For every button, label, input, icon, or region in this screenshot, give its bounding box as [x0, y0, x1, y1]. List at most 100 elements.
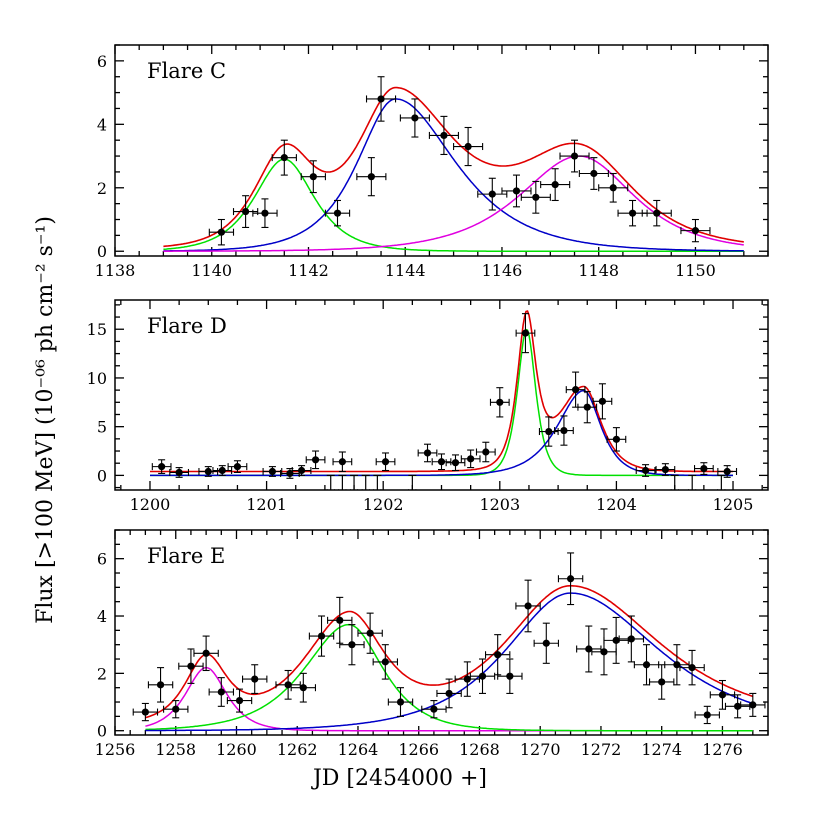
data-point: [592, 383, 613, 420]
y-axis-title: Flux [>100 MeV] (10⁻⁰⁶ ph cm⁻² s⁻¹): [33, 216, 58, 624]
data-marker: [542, 639, 550, 647]
data-point: [308, 615, 335, 657]
data-marker: [445, 689, 453, 698]
data-marker: [628, 209, 637, 217]
data-marker: [309, 173, 317, 181]
data-marker: [396, 698, 405, 706]
data-point: [489, 387, 510, 418]
total-fit-curve: [163, 86, 744, 248]
data-marker: [423, 449, 432, 457]
panel-label: Flare D: [147, 314, 227, 338]
data-marker: [235, 696, 244, 705]
data-marker: [653, 209, 661, 217]
data-point: [606, 427, 627, 452]
data-marker: [488, 190, 496, 198]
data-point: [501, 174, 532, 208]
data-point: [436, 678, 462, 709]
data-marker: [583, 403, 591, 411]
data-point: [198, 466, 219, 477]
data-marker: [366, 629, 374, 637]
data-point: [431, 453, 452, 471]
data-marker: [612, 435, 621, 443]
data-point: [151, 459, 172, 474]
data-marker: [430, 705, 438, 713]
data-point: [421, 700, 447, 719]
data-point: [641, 199, 672, 227]
plot-area: [150, 310, 738, 490]
data-point: [709, 679, 736, 710]
data-marker: [187, 662, 195, 670]
data-point: [694, 705, 720, 725]
data-point: [717, 465, 738, 478]
data-point: [375, 452, 396, 472]
data-point: [565, 371, 586, 408]
x-tick-label: 1262: [277, 740, 318, 759]
data-point: [740, 692, 766, 717]
data-point: [520, 180, 551, 214]
data-marker: [233, 463, 242, 471]
plot-area: [132, 552, 766, 732]
data-point: [559, 139, 590, 173]
data-point: [598, 172, 629, 203]
data-marker: [381, 458, 390, 466]
data-marker: [734, 702, 742, 710]
data-marker: [524, 602, 532, 610]
data-point: [664, 644, 690, 686]
data-marker: [560, 426, 568, 435]
data-marker: [217, 688, 225, 696]
data-marker: [521, 329, 530, 337]
x-tick-label: 1148: [578, 261, 619, 280]
data-point: [724, 694, 751, 719]
data-point: [679, 649, 705, 686]
component-fit-curve-1: [163, 158, 744, 252]
data-point: [339, 624, 365, 666]
x-tick-label: 1260: [216, 740, 257, 759]
data-marker: [251, 675, 259, 683]
data-point: [252, 198, 278, 228]
data-point: [242, 664, 268, 694]
data-point: [633, 644, 660, 686]
data-marker: [532, 193, 540, 201]
data-marker: [688, 664, 696, 672]
data-marker: [261, 209, 269, 217]
x-tick-label: 1202: [363, 495, 404, 514]
y-tick-label: 2: [97, 179, 107, 198]
data-point: [693, 462, 714, 475]
data-point: [232, 195, 259, 228]
data-marker: [336, 616, 344, 624]
data-marker: [570, 152, 579, 160]
data-marker: [217, 228, 226, 236]
data-point: [399, 98, 430, 138]
x-tick-label: 1266: [398, 740, 439, 759]
data-point: [497, 658, 523, 694]
upper-limit-arrow: [326, 474, 336, 490]
data-marker: [673, 661, 681, 669]
data-marker: [478, 672, 487, 680]
data-point: [271, 139, 297, 176]
upper-limit-arrow: [407, 474, 417, 490]
data-point: [208, 218, 235, 246]
panel-3: Flare E 1256 1258 1260 1262 1264 1266 1268 1270 1…: [95, 529, 769, 759]
upper-limit-arrow: [716, 474, 726, 490]
data-marker: [440, 131, 448, 140]
data-marker: [311, 456, 320, 464]
data-point: [576, 625, 602, 673]
data-marker: [723, 467, 731, 476]
data-marker: [280, 154, 288, 162]
data-point: [428, 115, 459, 156]
x-tick-label: 1201: [246, 495, 287, 514]
data-marker: [297, 466, 306, 475]
data-marker: [437, 458, 446, 466]
data-point: [554, 415, 574, 446]
data-marker: [317, 632, 326, 640]
y-tick-label: 6: [97, 550, 107, 569]
data-marker: [156, 681, 165, 689]
data-point: [300, 160, 326, 194]
data-point: [445, 454, 466, 472]
data-point: [305, 450, 326, 470]
data-marker: [411, 114, 419, 122]
x-tick-label: 1256: [95, 740, 136, 759]
panel-1: Flare C 1138 1140 1142 1144 1146 1148 1150 0 2 4 6: [95, 44, 769, 280]
panel-label: Flare C: [147, 59, 226, 83]
data-point: [469, 658, 496, 694]
